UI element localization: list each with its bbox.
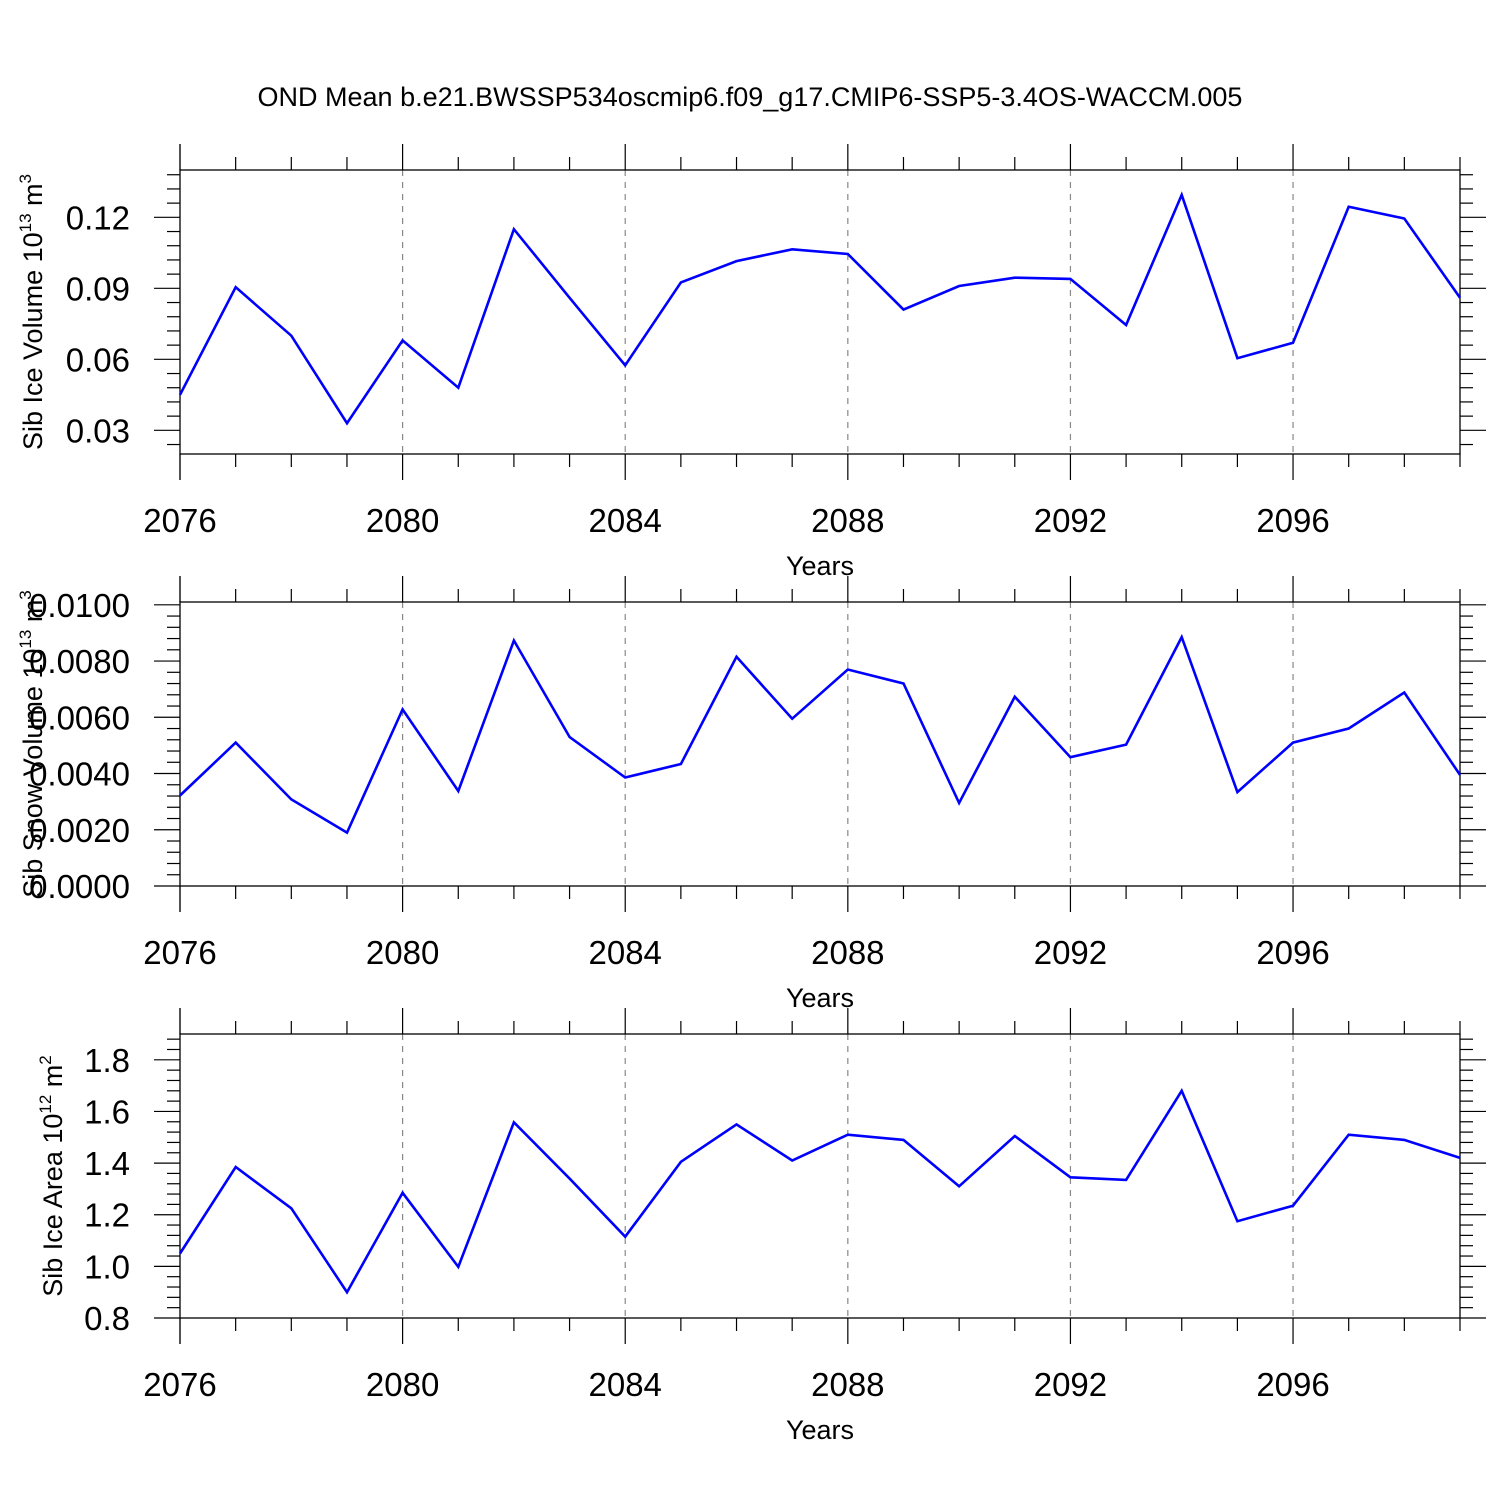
x-tick-label: 2088 — [811, 502, 884, 539]
x-tick-label: 2092 — [1034, 502, 1107, 539]
panel-2: 2076 2080 2084 2088 2092 2096 0.0000 0.0020 0.00… — [16, 576, 1486, 1013]
y-axis-label: Sib Ice Volume 1013 m3 — [16, 174, 48, 450]
x-axis-label: Years — [786, 983, 854, 1013]
plot-frame — [179, 1033, 1461, 1319]
y-tick-label: 1.2 — [84, 1197, 130, 1234]
panel-3: 2076 2080 2084 2088 2092 2096 0.8 1.0 1.2 1.4 1.6 1… — [36, 1008, 1486, 1445]
figure-title: OND Mean b.e21.BWSSP534oscmip6.f09_g17.C… — [258, 82, 1243, 112]
series-line — [178, 1087, 1461, 1295]
x-tick-label: 2084 — [589, 1366, 662, 1403]
y-label-unit-exponent: 2 — [36, 1055, 55, 1064]
y-tick-label: 0.0020 — [29, 812, 130, 849]
panel-1: 2076 2080 2084 2088 2092 2096 0.03 0.06 0.09 0.12… — [16, 144, 1486, 581]
y-tick-label: 0.0100 — [29, 587, 130, 624]
y-tick-label: 0.8 — [84, 1300, 130, 1337]
y-tick-label: 0.03 — [66, 412, 130, 449]
x-tick-label: 2084 — [589, 502, 662, 539]
x-axis-label: Years — [786, 1415, 854, 1445]
x-tick-label: 2088 — [811, 1366, 884, 1403]
y-axis-label: Sib Ice Area 1012 m2 — [36, 1055, 68, 1297]
y-label-exponent: 12 — [36, 1095, 55, 1114]
y-axis-label: Sib Snow Volume 1013 m3 — [16, 590, 48, 898]
y-label-unit: m — [38, 1065, 68, 1095]
y-label-base: Sib Ice Volume 10 — [18, 232, 48, 450]
x-tick-label: 2088 — [811, 934, 884, 971]
y-label-unit-exponent: 3 — [16, 590, 35, 599]
y-tick-label: 0.09 — [66, 270, 130, 307]
y-label-unit: m — [18, 600, 48, 630]
y-tick-label: 0.0060 — [29, 699, 130, 736]
y-tick-label: 0.06 — [66, 341, 130, 378]
x-tick-label: 2076 — [143, 1366, 216, 1403]
x-axis-label: Years — [786, 551, 854, 581]
y-label-unit-exponent: 3 — [16, 174, 35, 183]
y-tick-label: 1.0 — [84, 1248, 130, 1285]
x-tick-label: 2096 — [1256, 1366, 1329, 1403]
y-label-exponent: 13 — [16, 213, 35, 232]
series-line — [179, 633, 1462, 835]
y-tick-label: 0.12 — [66, 199, 130, 236]
y-label-base: Sib Ice Area 10 — [38, 1114, 68, 1297]
x-tick-label: 2080 — [366, 1366, 439, 1403]
x-tick-label: 2092 — [1034, 1366, 1107, 1403]
y-tick-label: 1.6 — [84, 1093, 130, 1130]
panels: 2076 2080 2084 2088 2092 2096 0.03 0.06 0.09 0.12… — [16, 144, 1486, 1445]
y-tick-label: 0.0000 — [29, 868, 130, 905]
y-tick-label: 0.0040 — [29, 756, 130, 793]
y-label-base: Sib Snow Volume 10 — [18, 649, 48, 898]
x-tick-label: 2096 — [1256, 502, 1329, 539]
series-line — [178, 191, 1462, 426]
x-tick-label: 2092 — [1034, 934, 1107, 971]
plot-frame — [179, 601, 1461, 887]
x-tick-label: 2096 — [1256, 934, 1329, 971]
x-tick-label: 2076 — [143, 934, 216, 971]
x-tick-label: 2076 — [143, 502, 216, 539]
plot-frame — [179, 169, 1461, 455]
y-tick-label: 1.8 — [84, 1042, 130, 1079]
x-tick-label: 2080 — [366, 934, 439, 971]
y-label-unit: m — [18, 183, 48, 213]
y-tick-label: 1.4 — [84, 1145, 130, 1182]
x-tick-label: 2080 — [366, 502, 439, 539]
y-label-exponent: 13 — [16, 630, 35, 649]
y-tick-label: 0.0080 — [29, 643, 130, 680]
x-tick-label: 2084 — [589, 934, 662, 971]
